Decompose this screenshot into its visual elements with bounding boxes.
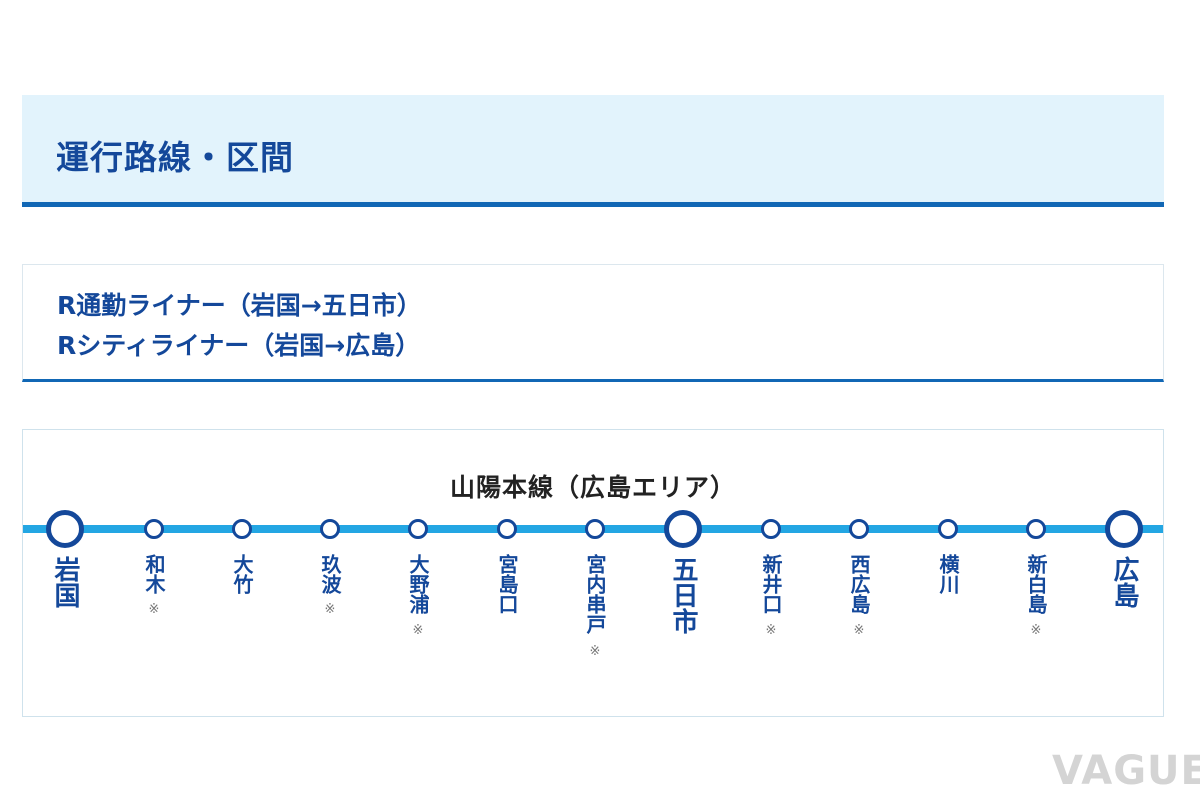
station-marker [408,519,428,539]
route-city-liner: Rシティライナー（岩国→広島） [57,331,421,360]
major-station-marker [1105,510,1143,548]
station-note-mark: ※ [1030,623,1042,638]
station-marker [585,519,605,539]
station: 西広島 ※ [829,430,889,718]
station: 岩国 [35,430,95,718]
station-name: 新井口 [759,554,783,614]
station-note-mark: ※ [412,623,424,638]
station: 和木 ※ [124,430,184,718]
station: 大野浦 ※ [388,430,448,718]
station-name: 大竹 [230,554,254,594]
station-name: 西広島 [847,554,871,614]
station-name: 横川 [936,554,960,594]
section-header: 運行路線・区間 [22,95,1164,207]
station: 五日市 [653,430,713,718]
station: 新白島 ※ [1006,430,1066,718]
station-note-mark: ※ [589,644,601,659]
station-name: 大野浦 [406,554,430,614]
major-station-marker [664,510,702,548]
station-marker [1026,519,1046,539]
station: 新井口 ※ [741,430,801,718]
section-title: 運行路線・区間 [56,138,294,177]
station-name: 岩国 [50,556,80,608]
station-marker [144,519,164,539]
station-note-mark: ※ [148,602,160,617]
route-map: 山陽本線（広島エリア） 岩国 和木 ※ 大竹 玖波 ※ 大野浦 ※ 宮島口 宮内串戸 ※ 五日市 新井口… [22,429,1164,717]
line-name: 山陽本線（広島エリア） [449,473,736,502]
station-name: 新白島 [1024,554,1048,614]
station-name: 宮内串戸 [583,554,607,634]
station: 宮内串戸 ※ [565,430,625,718]
station-marker [849,519,869,539]
station-name: 玖波 [318,554,342,594]
station: 広島 [1094,430,1154,718]
station: 横川 [918,430,978,718]
station-note-mark: ※ [324,602,336,617]
station-note-mark: ※ [765,623,777,638]
station-marker [320,519,340,539]
station-marker [938,519,958,539]
station-note-mark: ※ [853,623,865,638]
route-commuter-liner: R通勤ライナー（岩国→五日市） [57,291,422,320]
station-marker [232,519,252,539]
station-name: 広島 [1109,556,1139,608]
station: 大竹 [212,430,272,718]
vague-watermark-logo: VAGUE [1052,748,1200,794]
major-station-marker [46,510,84,548]
route-info-box: R通勤ライナー（岩国→五日市） Rシティライナー（岩国→広島） [22,264,1164,382]
station-name: 宮島口 [495,554,519,614]
station: 玖波 ※ [300,430,360,718]
station-marker [761,519,781,539]
station: 宮島口 [477,430,537,718]
station-name: 和木 [142,554,166,594]
station-name: 五日市 [668,556,698,634]
station-marker [497,519,517,539]
